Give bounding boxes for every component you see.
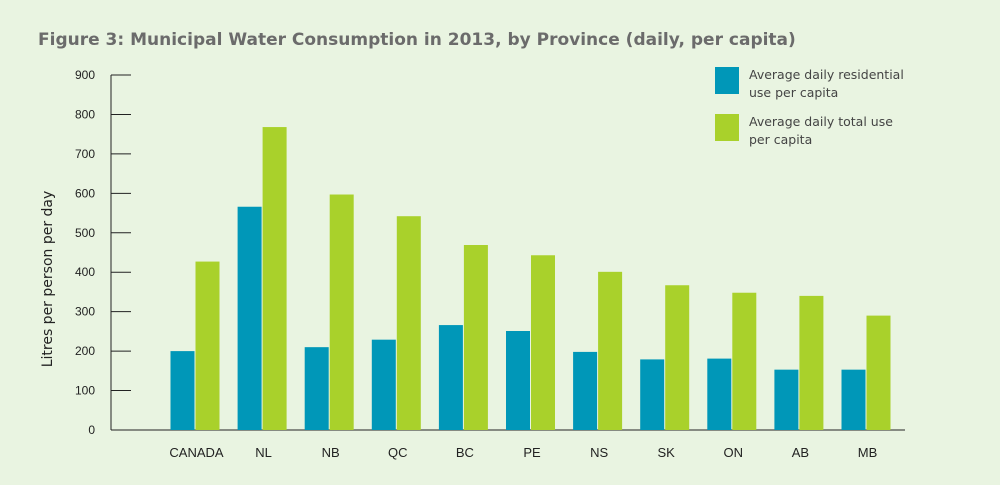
y-tick-label: 200 xyxy=(75,344,95,358)
total-bar-qc xyxy=(396,216,421,430)
legend-label: per capita xyxy=(749,132,812,147)
chart-title: Figure 3: Municipal Water Consumption in… xyxy=(38,30,796,50)
total-bar-mb xyxy=(866,315,891,430)
total-bar-pe xyxy=(531,255,555,430)
total-bar-on xyxy=(732,292,757,430)
legend-swatch xyxy=(715,67,739,94)
y-tick-label: 800 xyxy=(75,107,95,121)
residential-bar-ab xyxy=(774,369,799,430)
y-tick-label: 900 xyxy=(75,68,95,82)
legend-swatch xyxy=(715,114,739,141)
legend-label: Average daily residential xyxy=(749,67,904,82)
total-bar-ns xyxy=(598,271,623,430)
residential-bar-qc xyxy=(371,339,396,430)
total-bar-ab xyxy=(799,295,824,430)
total-bar-canada xyxy=(195,261,220,430)
total-bar-nb xyxy=(329,194,354,430)
x-tick-label: NB xyxy=(322,445,340,460)
y-tick-label: 0 xyxy=(88,423,95,437)
total-bar-bc xyxy=(463,245,488,430)
residential-bar-ns xyxy=(573,351,598,430)
legend-label: Average daily total use xyxy=(749,114,893,129)
residential-bar-mb xyxy=(841,369,866,430)
residential-bar-nl xyxy=(237,206,262,430)
y-tick-label: 100 xyxy=(75,384,95,398)
legend-label: use per capita xyxy=(749,85,838,100)
total-bar-sk xyxy=(665,285,690,430)
x-tick-label: QC xyxy=(388,445,408,460)
total-bar-nl xyxy=(262,127,287,431)
residential-bar-sk xyxy=(640,359,665,430)
residential-bar-nb xyxy=(304,347,329,430)
y-tick-label: 300 xyxy=(75,305,95,319)
x-tick-label: NL xyxy=(255,445,272,460)
y-tick-label: 400 xyxy=(75,265,95,279)
x-tick-label: NS xyxy=(590,445,608,460)
residential-bar-canada xyxy=(170,351,195,430)
x-tick-label: AB xyxy=(792,445,809,460)
residential-bar-bc xyxy=(438,325,463,430)
residential-bar-pe xyxy=(506,330,530,430)
x-tick-label: BC xyxy=(456,445,474,460)
x-tick-label: ON xyxy=(724,445,744,460)
y-tick-label: 500 xyxy=(75,226,95,240)
x-tick-label: MB xyxy=(858,445,878,460)
y-tick-label: 600 xyxy=(75,186,95,200)
x-tick-label: SK xyxy=(658,445,676,460)
x-tick-label: PE xyxy=(523,445,541,460)
y-tick-label: 700 xyxy=(75,147,95,161)
x-tick-label: CANADA xyxy=(169,445,224,460)
residential-bar-on xyxy=(707,358,732,430)
